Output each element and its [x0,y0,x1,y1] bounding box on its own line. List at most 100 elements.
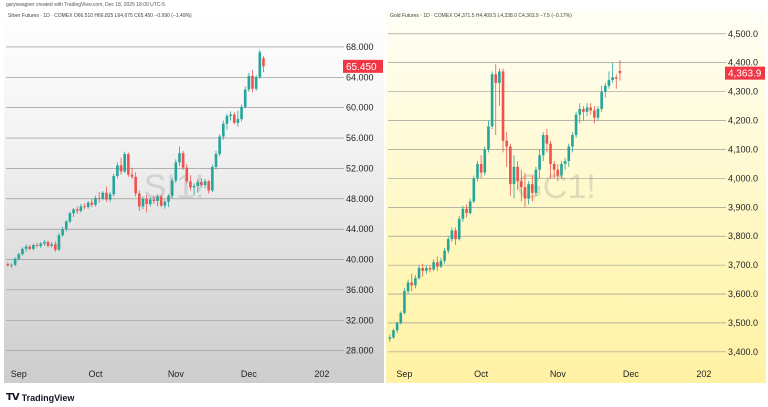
silver-candle[interactable] [207,179,211,194]
gold-candle[interactable] [472,175,476,203]
silver-candle[interactable] [178,146,181,167]
gold-candle[interactable] [574,111,578,138]
gold-chart-svg[interactable]: GC1!3,400.03,500.03,600.03,700.03,800.03… [386,10,766,383]
silver-candle[interactable] [83,203,86,210]
silver-candle[interactable] [134,172,137,197]
silver-candle[interactable] [258,50,262,79]
gold-candle[interactable] [512,155,516,199]
gold-candle[interactable] [549,140,552,179]
silver-candle[interactable] [75,206,79,214]
silver-candle[interactable] [159,195,163,208]
silver-candle[interactable] [97,191,101,203]
silver-candle[interactable] [68,211,72,224]
gold-candle[interactable] [585,103,589,117]
gold-candle[interactable] [428,265,432,273]
silver-candle[interactable] [39,242,43,249]
silver-candle[interactable] [94,195,97,207]
gold-candle[interactable] [410,273,414,292]
silver-candle[interactable] [123,151,127,173]
silver-candle[interactable] [101,191,105,201]
silver-candle[interactable] [156,194,159,207]
gold-candle[interactable] [516,161,519,190]
silver-candle[interactable] [163,199,167,209]
gold-candle[interactable] [450,227,454,242]
silver-candle[interactable] [72,207,75,218]
gold-candle[interactable] [614,74,618,89]
gold-candle[interactable] [545,129,549,153]
gold-candle[interactable] [439,257,443,269]
silver-candle[interactable] [221,120,225,140]
silver-candle[interactable] [50,242,53,248]
gold-candle[interactable] [600,85,603,112]
silver-candle[interactable] [152,195,156,205]
silver-candle[interactable] [196,179,200,193]
silver-candle[interactable] [119,157,123,175]
silver-candle[interactable] [211,164,214,192]
gold-candle[interactable] [556,163,560,182]
gold-candle[interactable] [541,132,545,162]
gold-candle[interactable] [538,149,541,179]
gold-candle[interactable] [421,263,425,277]
silver-candle[interactable] [13,257,17,267]
silver-candle[interactable] [61,226,64,237]
gold-candle[interactable] [465,204,468,218]
gold-candle[interactable] [403,288,406,315]
silver-candle[interactable] [203,179,207,189]
gold-candle[interactable] [454,227,457,245]
silver-candle[interactable] [170,178,174,199]
silver-candle[interactable] [240,104,243,122]
silver-candle[interactable] [145,195,148,213]
silver-chart-panel[interactable]: SI1! 28.000 32.000 36.000 40.000 44.000 48.000… [4,10,384,383]
gold-candle[interactable] [589,103,593,115]
gold-candle[interactable] [582,106,585,121]
gold-candle[interactable] [399,311,403,325]
silver-candle[interactable] [64,220,68,232]
gold-candle[interactable] [593,106,596,124]
silver-candle[interactable] [112,173,116,197]
gold-candle[interactable] [571,132,574,153]
gold-candle[interactable] [607,71,611,89]
gold-candle[interactable] [567,143,571,167]
gold-candle[interactable] [406,279,410,295]
silver-candle[interactable] [130,167,134,180]
gold-candle[interactable] [509,143,512,196]
silver-candle[interactable] [229,111,232,121]
gold-candle[interactable] [603,82,607,98]
silver-candle[interactable] [137,190,141,211]
silver-candle[interactable] [57,232,61,252]
gold-candle[interactable] [618,59,622,81]
silver-candle[interactable] [236,110,240,127]
silver-candle[interactable] [214,150,218,170]
gold-candle[interactable] [530,175,534,202]
silver-candle[interactable] [6,262,10,267]
gold-candle[interactable] [552,161,556,179]
silver-candle[interactable] [10,263,13,268]
gold-candle[interactable] [461,205,465,222]
gold-candle[interactable] [417,265,421,280]
silver-candle[interactable] [116,162,119,179]
silver-candle[interactable] [53,241,57,252]
gold-candle[interactable] [395,321,399,334]
silver-candle[interactable] [105,186,108,202]
gold-candle[interactable] [457,215,461,241]
gold-candle[interactable] [578,103,582,124]
silver-candle[interactable] [28,245,32,251]
silver-candle[interactable] [174,159,178,183]
gold-candle[interactable] [435,256,439,271]
silver-candle[interactable] [108,191,112,202]
gold-candle[interactable] [443,247,446,264]
gold-candle[interactable] [446,236,450,254]
gold-candle[interactable] [611,62,614,83]
gold-chart-panel[interactable]: GC1! 3,400.0 3,500.0 3,600.0 3,700.0 3,800.0 3… [386,10,766,383]
gold-candle[interactable] [487,120,490,153]
gold-candle[interactable] [476,161,479,182]
tradingview-logo[interactable]: 𝗧𝗩 TradingView [6,392,74,403]
silver-candle[interactable] [185,163,189,184]
silver-chart-svg[interactable]: SI1!28.00032.00036.00040.00044.00048.000… [4,10,384,383]
gold-candle[interactable] [483,146,487,176]
gold-candle[interactable] [468,198,472,215]
gold-candle[interactable] [490,71,494,130]
gold-candle[interactable] [414,275,417,289]
silver-candle[interactable] [35,242,39,248]
gold-candle[interactable] [498,68,501,107]
